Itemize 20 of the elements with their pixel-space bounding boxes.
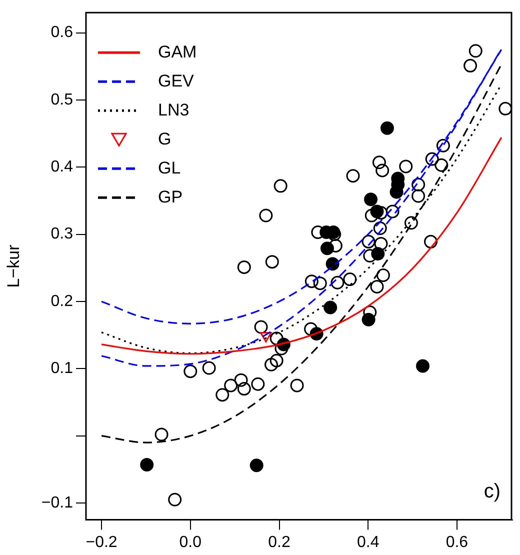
- x-tick-label: 0.2: [268, 534, 290, 551]
- x-tick-label: 0.6: [446, 534, 468, 551]
- y-tick-label: 0.3: [50, 226, 74, 243]
- legend-label: GL: [158, 158, 181, 178]
- x-tick-label: 0.0: [179, 534, 202, 551]
- y-tick-label: 0.5: [50, 91, 74, 108]
- y-tick-label: 0.4: [50, 158, 74, 176]
- y-tick-label: −0.1: [41, 494, 74, 512]
- legend-label: GEV: [158, 71, 195, 90]
- x-tick-label: −0.2: [86, 534, 118, 551]
- y-tick-label: 0.6: [50, 24, 74, 42]
- legend-label: G: [158, 129, 172, 148]
- annotation: c): [484, 480, 500, 502]
- legend-label: LN3: [158, 100, 190, 120]
- x-tick-label: 0.4: [356, 534, 380, 551]
- y-axis-title: L−kur: [4, 244, 23, 288]
- y-tick-label: 0.2: [50, 292, 74, 310]
- legend-label: GAM: [158, 42, 197, 62]
- legend-label: GP: [158, 187, 183, 206]
- y-tick-label: 0.1: [50, 360, 74, 378]
